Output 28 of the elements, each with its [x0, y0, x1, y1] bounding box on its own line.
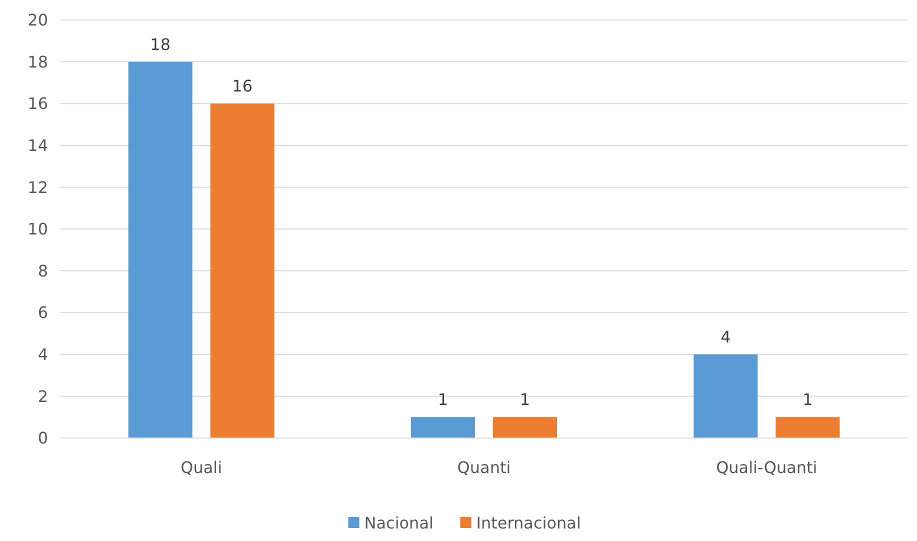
- y-tick-label: 4: [38, 345, 48, 364]
- y-tick-label: 8: [38, 261, 48, 280]
- y-tick-label: 10: [28, 220, 48, 239]
- x-tick-label: Quali-Quanti: [716, 458, 818, 477]
- bar: [493, 417, 557, 438]
- y-tick-label: 16: [28, 94, 48, 114]
- bar: [210, 104, 274, 438]
- x-tick-label: Quanti: [457, 458, 511, 477]
- y-tick-label: 12: [28, 178, 48, 197]
- bar: [128, 62, 192, 438]
- bar: [411, 417, 475, 438]
- y-tick-label: 20: [28, 10, 48, 30]
- data-label: 1: [802, 390, 813, 410]
- x-tick-label: Quali: [180, 458, 222, 477]
- y-tick-label: 0: [38, 428, 48, 448]
- y-tick-label: 6: [38, 303, 48, 322]
- y-tick-label: 18: [28, 52, 48, 72]
- bar: [694, 354, 758, 438]
- data-label: 1: [438, 390, 448, 410]
- data-label: 16: [232, 76, 253, 96]
- data-label: 4: [720, 327, 731, 346]
- data-label: 1: [520, 390, 530, 410]
- bar: [776, 417, 840, 438]
- data-label: 18: [150, 34, 171, 54]
- legend-label: Internacional: [476, 514, 581, 533]
- y-tick-label: 14: [28, 136, 48, 155]
- y-tick-label: 2: [38, 386, 48, 406]
- legend-label: Nacional: [364, 514, 434, 533]
